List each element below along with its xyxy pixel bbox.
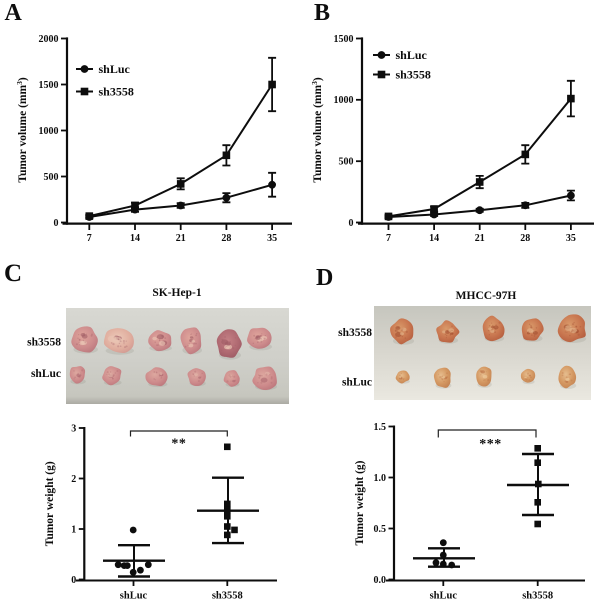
svg-text:1500: 1500 — [334, 34, 354, 45]
svg-text:0: 0 — [54, 218, 59, 229]
svg-text:0.5: 0.5 — [374, 524, 387, 535]
svg-text:2000: 2000 — [39, 34, 59, 45]
svg-text:2: 2 — [71, 474, 76, 485]
svg-text:shLuc: shLuc — [342, 377, 372, 389]
svg-text:shLuc: shLuc — [99, 62, 131, 76]
svg-text:***: *** — [479, 437, 502, 452]
svg-text:3: 3 — [71, 423, 76, 434]
svg-text:35: 35 — [267, 233, 277, 244]
svg-text:14: 14 — [429, 233, 439, 244]
svg-text:7: 7 — [386, 233, 391, 244]
svg-text:shLuc: shLuc — [31, 368, 61, 380]
svg-text:shLuc: shLuc — [120, 591, 148, 602]
svg-text:**: ** — [171, 437, 186, 452]
svg-text:28: 28 — [520, 233, 530, 244]
svg-text:Tumor volume (mm3): Tumor volume (mm3) — [15, 77, 29, 183]
svg-text:0.0: 0.0 — [374, 575, 387, 586]
svg-text:sh3558: sh3558 — [338, 327, 372, 339]
svg-text:MHCC-97H: MHCC-97H — [456, 290, 517, 302]
svg-text:B: B — [314, 0, 330, 26]
svg-text:A: A — [5, 0, 23, 26]
svg-text:sh3558: sh3558 — [396, 68, 431, 82]
svg-text:7: 7 — [87, 233, 92, 244]
svg-text:sh3558: sh3558 — [522, 591, 553, 602]
svg-text:1000: 1000 — [334, 95, 354, 106]
svg-text:shLuc: shLuc — [430, 591, 458, 602]
svg-text:21: 21 — [176, 233, 186, 244]
svg-text:1.5: 1.5 — [374, 422, 387, 433]
svg-text:0: 0 — [71, 575, 76, 586]
svg-text:sh3558: sh3558 — [212, 591, 243, 602]
svg-text:0: 0 — [349, 218, 354, 229]
svg-text:D: D — [316, 265, 333, 291]
svg-text:1.0: 1.0 — [374, 473, 387, 484]
svg-text:Tumor volume (mm3): Tumor volume (mm3) — [310, 77, 324, 183]
svg-text:Tumor weight (g): Tumor weight (g) — [354, 460, 366, 545]
svg-text:21: 21 — [475, 233, 485, 244]
svg-text:C: C — [4, 260, 22, 287]
svg-text:28: 28 — [221, 233, 231, 244]
svg-text:500: 500 — [44, 172, 59, 183]
svg-text:sh3558: sh3558 — [99, 85, 134, 99]
svg-text:1500: 1500 — [39, 80, 59, 91]
svg-text:shLuc: shLuc — [396, 48, 428, 62]
svg-text:1: 1 — [71, 524, 76, 535]
svg-text:1000: 1000 — [39, 126, 59, 137]
svg-text:sh3558: sh3558 — [27, 336, 61, 348]
svg-text:14: 14 — [130, 233, 140, 244]
svg-text:35: 35 — [566, 233, 576, 244]
svg-text:Tumor weight (g): Tumor weight (g) — [44, 461, 56, 546]
svg-text:500: 500 — [339, 157, 354, 168]
svg-text:SK-Hep-1: SK-Hep-1 — [152, 287, 201, 299]
